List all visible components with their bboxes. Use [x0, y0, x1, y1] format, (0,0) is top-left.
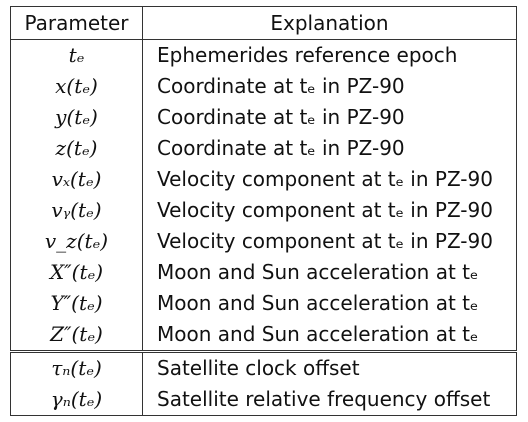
table-row: Y″(tₑ) Moon and Sun acceleration at tₑ: [10, 288, 517, 319]
table-row: γₙ(tₑ) Satellite relative frequency offs…: [10, 384, 517, 416]
parameter-cell: tₑ: [10, 39, 143, 71]
explanation-cell: Velocity component at tₑ in PZ-90: [142, 226, 517, 257]
table-row: X″(tₑ) Moon and Sun acceleration at tₑ: [10, 257, 517, 288]
explanation-cell: Coordinate at tₑ in PZ-90: [142, 133, 517, 164]
column-header-explanation: Explanation: [142, 6, 517, 40]
table-row: v_z(tₑ) Velocity component at tₑ in PZ-9…: [10, 226, 517, 257]
parameter-cell: z(tₑ): [10, 133, 143, 164]
table-row: z(tₑ) Coordinate at tₑ in PZ-90: [10, 133, 517, 164]
table-row: vₓ(tₑ) Velocity component at tₑ in PZ-90: [10, 164, 517, 195]
column-header-parameter: Parameter: [10, 6, 143, 40]
parameter-cell: γₙ(tₑ): [10, 384, 143, 416]
table-row: y(tₑ) Coordinate at tₑ in PZ-90: [10, 102, 517, 133]
explanation-cell: Ephemerides reference epoch: [142, 39, 517, 71]
table-row: Z″(tₑ) Moon and Sun acceleration at tₑ: [10, 319, 517, 352]
explanation-cell: Moon and Sun acceleration at tₑ: [142, 319, 517, 352]
explanation-cell: Coordinate at tₑ in PZ-90: [142, 71, 517, 102]
parameter-cell: X″(tₑ): [10, 257, 143, 288]
explanation-cell: Velocity component at tₑ in PZ-90: [142, 195, 517, 226]
parameter-cell: vₓ(tₑ): [10, 164, 143, 195]
explanation-cell: Moon and Sun acceleration at tₑ: [142, 288, 517, 319]
explanation-cell: Moon and Sun acceleration at tₑ: [142, 257, 517, 288]
table-row: tₑ Ephemerides reference epoch: [10, 39, 517, 71]
parameter-cell: y(tₑ): [10, 102, 143, 133]
table-row: x(tₑ) Coordinate at tₑ in PZ-90: [10, 71, 517, 102]
parameter-cell: x(tₑ): [10, 71, 143, 102]
parameter-cell: vᵧ(tₑ): [10, 195, 143, 226]
parameter-cell: Y″(tₑ): [10, 288, 143, 319]
parameter-cell: Z″(tₑ): [10, 319, 143, 352]
explanation-cell: Satellite relative frequency offset: [142, 384, 517, 416]
parameter-table: Parameter Explanation tₑ Ephemerides ref…: [10, 6, 517, 416]
table-row: τₙ(tₑ) Satellite clock offset: [10, 351, 517, 384]
parameter-cell: τₙ(tₑ): [10, 351, 143, 384]
explanation-cell: Velocity component at tₑ in PZ-90: [142, 164, 517, 195]
explanation-cell: Coordinate at tₑ in PZ-90: [142, 102, 517, 133]
table-header-row: Parameter Explanation: [10, 6, 517, 40]
table-row: vᵧ(tₑ) Velocity component at tₑ in PZ-90: [10, 195, 517, 226]
explanation-cell: Satellite clock offset: [142, 351, 517, 384]
parameter-cell: v_z(tₑ): [10, 226, 143, 257]
